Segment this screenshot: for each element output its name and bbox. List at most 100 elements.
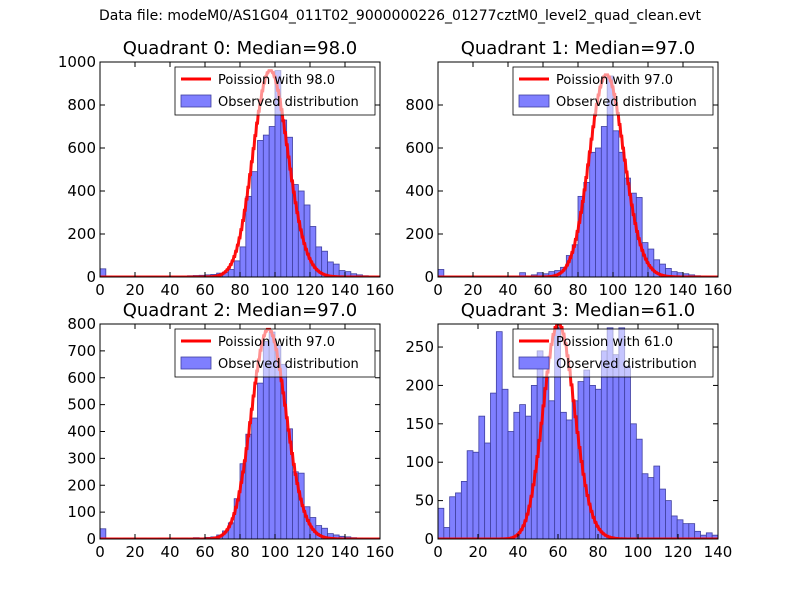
histogram-bar xyxy=(495,331,503,539)
y-tick-label: 200 xyxy=(405,225,434,243)
legend-line-label: Poission with 97.0 xyxy=(556,73,673,88)
histogram-bars xyxy=(438,327,718,539)
x-tick-label: 20 xyxy=(125,543,144,561)
histogram-bar xyxy=(507,431,515,539)
x-tick-label: 160 xyxy=(366,281,395,299)
histogram-bar xyxy=(484,442,491,539)
histogram-bar xyxy=(438,507,445,539)
legend-bar-label: Observed distribution xyxy=(218,357,359,372)
histogram-bar xyxy=(641,473,649,539)
subplot-quadrant-2: Quadrant 2: Median=97.0 0 20 40 60 80 100 120 14… xyxy=(67,300,394,561)
x-tick-label: 80 xyxy=(230,281,249,299)
x-tick-label: 80 xyxy=(588,543,607,561)
y-tick-label: 700 xyxy=(67,342,96,360)
x-tick-label: 20 xyxy=(468,543,487,561)
histogram-bar xyxy=(548,400,556,539)
legend-bar-swatch xyxy=(518,356,550,370)
histogram-bar xyxy=(600,126,608,277)
x-tick-label: 120 xyxy=(296,281,325,299)
histogram-bar xyxy=(257,382,264,539)
histogram-bar xyxy=(682,523,690,539)
y-tick-label: 400 xyxy=(405,182,434,200)
figure-suptitle: Data file: modeM0/AS1G04_011T02_90000002… xyxy=(99,8,701,24)
legend-bar-swatch xyxy=(180,94,212,108)
y-tick-label: 0 xyxy=(424,268,434,286)
y-tick-label: 200 xyxy=(67,225,96,243)
x-tick-label: 100 xyxy=(261,281,290,299)
subplot-title: Quadrant 3: Median=61.0 xyxy=(461,300,696,321)
histogram-bar xyxy=(257,140,264,277)
histogram-bar xyxy=(478,415,486,539)
y-tick-label: 800 xyxy=(67,315,96,333)
x-tick-label: 20 xyxy=(463,281,482,299)
histogram-bar xyxy=(455,492,462,539)
legend: Poission with 97.0 Observed distribution xyxy=(174,328,376,378)
x-tick-label: 0 xyxy=(95,543,105,561)
histogram-bar xyxy=(268,126,276,277)
legend-bar-swatch xyxy=(180,356,212,370)
legend-bar-label: Observed distribution xyxy=(218,95,359,110)
y-tick-label: 0 xyxy=(86,530,96,548)
y-tick-label: 150 xyxy=(405,415,434,433)
x-tick-label: 80 xyxy=(568,281,587,299)
histogram-bar xyxy=(600,350,608,539)
y-tick-label: 50 xyxy=(415,492,434,510)
x-tick-label: 60 xyxy=(533,281,552,299)
histogram-bar xyxy=(513,411,521,539)
histogram-bar xyxy=(227,269,235,277)
histogram-bar xyxy=(595,147,602,277)
histogram-bar xyxy=(635,438,643,539)
y-tick-label: 300 xyxy=(67,449,96,467)
histogram-bar xyxy=(595,388,602,539)
x-tick-label: 40 xyxy=(498,281,517,299)
histogram-bar xyxy=(653,465,661,539)
legend-line-label: Poission with 97.0 xyxy=(218,335,335,350)
y-tick-label: 400 xyxy=(67,423,96,441)
x-tick-label: 60 xyxy=(548,543,567,561)
y-tick-label: 500 xyxy=(67,396,96,414)
legend-bar-swatch xyxy=(518,94,550,108)
subplot-title: Quadrant 2: Median=97.0 xyxy=(123,300,358,321)
x-tick-label: 20 xyxy=(125,281,144,299)
histogram-bar xyxy=(665,500,672,539)
legend-line-label: Poission with 61.0 xyxy=(556,335,673,350)
x-tick-label: 100 xyxy=(261,543,290,561)
x-tick-label: 60 xyxy=(195,543,214,561)
y-tick-label: 250 xyxy=(405,338,434,356)
histogram-bar xyxy=(565,419,573,539)
subplot-quadrant-1: Quadrant 1: Median=97.0 0 20 40 60 80 100 120 14… xyxy=(405,38,732,299)
histogram-bar xyxy=(449,496,456,539)
subplot-title: Quadrant 1: Median=97.0 xyxy=(461,38,696,59)
y-tick-label: 200 xyxy=(67,476,96,494)
legend-bar-label: Observed distribution xyxy=(556,95,697,110)
histogram-bar xyxy=(647,477,655,539)
x-tick-label: 120 xyxy=(634,281,663,299)
x-tick-label: 80 xyxy=(230,543,249,561)
y-tick-label: 0 xyxy=(86,268,96,286)
subplot-title: Quadrant 0: Median=98.0 xyxy=(123,38,358,59)
x-tick-label: 0 xyxy=(433,281,443,299)
x-tick-label: 0 xyxy=(433,543,443,561)
histogram-bar xyxy=(560,411,567,539)
x-tick-label: 160 xyxy=(366,543,395,561)
x-tick-label: 140 xyxy=(704,543,733,561)
histogram-bar xyxy=(659,488,666,539)
histogram-bar xyxy=(612,354,620,539)
histogram-bar xyxy=(670,515,678,539)
histogram-bar xyxy=(490,392,497,539)
histogram-bar xyxy=(472,451,480,539)
histogram-bar xyxy=(583,369,591,539)
subplot-quadrant-0: Quadrant 0: Median=98.0 0 20 40 60 80 100 120 14… xyxy=(58,38,395,299)
histogram-bar xyxy=(612,130,620,277)
histogram-bar xyxy=(239,246,247,277)
histogram-bar xyxy=(466,450,474,539)
histogram-bar xyxy=(233,260,241,277)
x-tick-label: 120 xyxy=(296,543,325,561)
histogram-bar xyxy=(688,523,696,539)
y-tick-label: 800 xyxy=(405,96,434,114)
histogram-bar xyxy=(438,269,445,277)
legend-line-label: Poission with 98.0 xyxy=(218,73,335,88)
y-tick-label: 100 xyxy=(67,503,96,521)
histogram-bar xyxy=(624,365,631,539)
y-tick-label: 400 xyxy=(67,182,96,200)
